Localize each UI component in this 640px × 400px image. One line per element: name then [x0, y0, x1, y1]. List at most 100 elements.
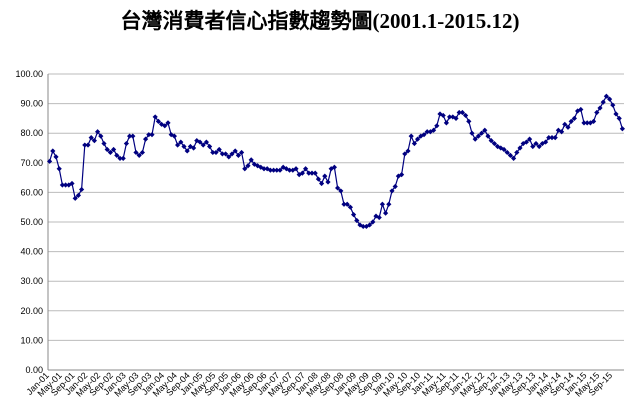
data-point	[443, 120, 449, 126]
data-point	[59, 182, 65, 188]
data-point	[120, 155, 126, 161]
data-point	[491, 140, 497, 147]
data-point	[603, 93, 609, 99]
data-point	[331, 164, 337, 170]
data-point	[571, 115, 577, 121]
data-point	[82, 142, 88, 148]
data-point	[456, 109, 462, 116]
data-point	[498, 145, 504, 151]
data-point	[72, 195, 78, 201]
data-point	[434, 123, 440, 129]
data-point	[597, 105, 603, 111]
data-point	[485, 133, 491, 139]
data-point	[207, 143, 213, 150]
data-point	[408, 133, 414, 139]
data-point	[149, 132, 155, 138]
y-tick-label: 30.00	[20, 276, 43, 286]
data-point	[549, 135, 555, 141]
data-point	[171, 133, 177, 139]
data-point	[146, 132, 152, 138]
data-point	[181, 143, 187, 150]
data-point	[255, 163, 261, 169]
data-point	[479, 130, 485, 136]
data-point	[162, 123, 168, 129]
data-point	[104, 146, 110, 153]
data-point	[85, 142, 91, 148]
data-point	[427, 129, 433, 135]
data-point	[469, 130, 475, 136]
data-point	[495, 143, 501, 150]
chart-title: 台灣消費者信心指數趨勢圖(2001.1-2015.12)	[121, 9, 520, 33]
data-point	[210, 149, 216, 156]
data-point	[463, 112, 469, 119]
data-point	[267, 167, 273, 173]
data-point	[338, 188, 344, 194]
y-tick-label: 50.00	[20, 217, 43, 227]
data-point	[69, 180, 75, 187]
data-point	[91, 138, 97, 144]
data-point	[600, 99, 606, 105]
data-point	[578, 106, 584, 113]
data-point	[568, 118, 574, 124]
data-point	[216, 146, 222, 153]
data-point	[133, 149, 139, 156]
data-point	[53, 154, 59, 160]
data-point	[575, 108, 581, 114]
data-point	[367, 222, 373, 228]
data-point	[488, 138, 494, 144]
data-point	[139, 149, 145, 156]
data-point	[581, 120, 587, 126]
data-point	[543, 139, 549, 145]
data-point	[383, 210, 389, 216]
data-point	[511, 155, 517, 161]
y-tick-label: 0.00	[25, 365, 43, 375]
data-point	[290, 167, 296, 173]
data-point	[379, 201, 385, 207]
data-point	[440, 112, 446, 119]
data-point	[287, 167, 293, 173]
data-point	[415, 136, 421, 142]
data-point	[203, 139, 209, 145]
data-point	[165, 120, 171, 126]
data-point	[136, 152, 142, 158]
data-point	[200, 142, 206, 148]
data-point	[239, 149, 245, 156]
data-point	[402, 151, 408, 157]
data-point	[123, 140, 129, 147]
data-point	[546, 135, 552, 141]
data-point	[223, 151, 229, 157]
data-point	[594, 109, 600, 116]
data-point	[258, 164, 264, 170]
data-point	[277, 167, 283, 173]
data-point	[299, 170, 305, 176]
data-point	[616, 115, 622, 121]
data-point	[325, 179, 331, 185]
data-point	[232, 148, 238, 154]
data-point	[591, 118, 597, 124]
data-point	[386, 201, 392, 207]
data-point	[191, 145, 197, 151]
data-point	[152, 114, 158, 120]
y-tick-label: 70.00	[20, 158, 43, 168]
data-point	[607, 96, 613, 102]
y-tick-label: 40.00	[20, 247, 43, 257]
data-point	[75, 192, 81, 198]
data-point	[197, 139, 203, 145]
data-point	[482, 127, 488, 133]
data-point	[392, 183, 398, 190]
data-point	[283, 166, 289, 172]
data-point	[523, 139, 529, 145]
data-point	[459, 109, 465, 116]
data-point	[421, 132, 427, 138]
y-tick-label: 60.00	[20, 187, 43, 197]
data-point	[507, 152, 513, 158]
data-point	[418, 133, 424, 139]
data-point	[527, 136, 533, 142]
data-point	[584, 120, 590, 126]
data-point	[107, 149, 113, 156]
y-tick-label: 10.00	[20, 335, 43, 345]
data-point	[274, 167, 280, 173]
data-point	[447, 114, 453, 120]
data-point	[248, 157, 254, 163]
data-point	[235, 152, 241, 158]
